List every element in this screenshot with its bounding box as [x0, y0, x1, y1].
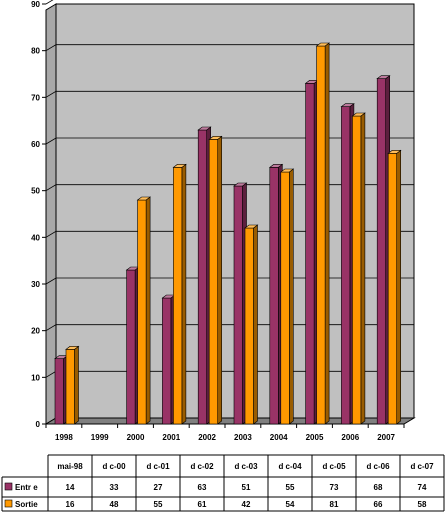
- bar-entree-2004: [268, 163, 284, 425]
- table-cell: 14: [66, 483, 75, 492]
- bar-entree-2003: [233, 182, 248, 425]
- table-column-header: d c-06: [366, 462, 390, 471]
- y-tick-label: 60: [31, 140, 40, 149]
- table-cell: 27: [154, 483, 163, 492]
- gridline: [45, 0, 54, 5]
- bar-entree-1998: [54, 355, 69, 425]
- side-wall: [45, 3, 57, 425]
- x-tick-label: 2005: [306, 433, 324, 442]
- x-tick-label: 1999: [91, 433, 109, 442]
- table-cell: 58: [418, 500, 427, 509]
- y-tick-label: 80: [31, 47, 40, 56]
- bar-sortie-2002: [208, 135, 223, 425]
- x-tick-label: 2006: [341, 433, 359, 442]
- bar-sortie-2001: [172, 163, 187, 425]
- gridline: [45, 277, 414, 285]
- y-tick-label: 30: [31, 280, 40, 289]
- y-tick-label: 0: [36, 420, 41, 429]
- table-column-header: d c-05: [322, 462, 346, 471]
- x-tick-label: 2003: [234, 433, 252, 442]
- y-tick-label: 40: [31, 233, 40, 242]
- bar-sortie-2007: [387, 149, 402, 425]
- x-tick-label: 2007: [377, 433, 395, 442]
- y-tick-label: 90: [31, 0, 40, 9]
- x-tick-label: 2001: [162, 433, 180, 442]
- bar-entree-2005: [304, 79, 320, 425]
- bar-sortie-1998: [65, 345, 80, 425]
- legend-label: Entr e: [15, 483, 38, 492]
- gridline: [45, 184, 414, 192]
- bar-entree-2007: [376, 75, 391, 425]
- table-column-header: d c-02: [190, 462, 214, 471]
- data-table: mai-98 d c-00 d c-01 d c-02 d c-03 d c-04 d c-…: [1, 454, 445, 512]
- table-cell: 81: [330, 500, 339, 509]
- y-tick-label: 10: [31, 373, 40, 382]
- gridline: [45, 44, 414, 52]
- y-tick-label: 70: [31, 93, 40, 102]
- table-cell: 42: [242, 500, 251, 509]
- bar-sortie-2004: [279, 168, 295, 425]
- table-column-header: d c-03: [234, 462, 258, 471]
- legend-swatch: [4, 499, 13, 508]
- gridline: [45, 324, 414, 332]
- table-column-header: d c-04: [278, 462, 302, 471]
- table-cell: 55: [286, 483, 295, 492]
- table-cell: 68: [374, 483, 383, 492]
- y-tick-label: 20: [31, 327, 40, 336]
- bar-sortie-2005: [315, 42, 331, 425]
- bar-sortie-2003: [244, 224, 259, 425]
- gridline: [45, 137, 414, 145]
- legend-label: Sortie: [15, 500, 38, 509]
- table-column-header: mai-98: [57, 462, 83, 471]
- table-cell: 74: [418, 483, 427, 492]
- table-cell: 54: [286, 500, 295, 509]
- bar-sortie-2006: [351, 112, 366, 425]
- table-cell: 61: [198, 500, 207, 509]
- y-tick-label: 50: [31, 187, 40, 196]
- table-column-header: d c-07: [410, 462, 434, 471]
- table-column-header: d c-00: [102, 462, 126, 471]
- x-tick-label: 1998: [55, 433, 73, 442]
- bar-sortie-2000: [136, 196, 152, 425]
- gridline: [45, 230, 414, 238]
- table-cell: 66: [374, 500, 383, 509]
- table-cell: 33: [110, 483, 119, 492]
- table-cell: 63: [198, 483, 207, 492]
- table-cell: 73: [330, 483, 339, 492]
- bar-entree-2000: [125, 266, 141, 425]
- gridline: [45, 90, 414, 98]
- x-tick-label: 2000: [127, 433, 145, 442]
- x-tick-label: 2004: [270, 433, 288, 442]
- bar-entree-2006: [340, 103, 355, 425]
- bar-entree-2001: [161, 294, 176, 425]
- table-cell: 16: [66, 500, 75, 509]
- bar-entree-2002: [197, 126, 212, 425]
- table-cell: 48: [110, 500, 119, 509]
- table-column-header: d c-01: [146, 462, 170, 471]
- table-cell: 51: [242, 483, 251, 492]
- table-cell: 55: [154, 500, 163, 509]
- legend-swatch: [4, 482, 13, 491]
- x-tick-label: 2002: [198, 433, 216, 442]
